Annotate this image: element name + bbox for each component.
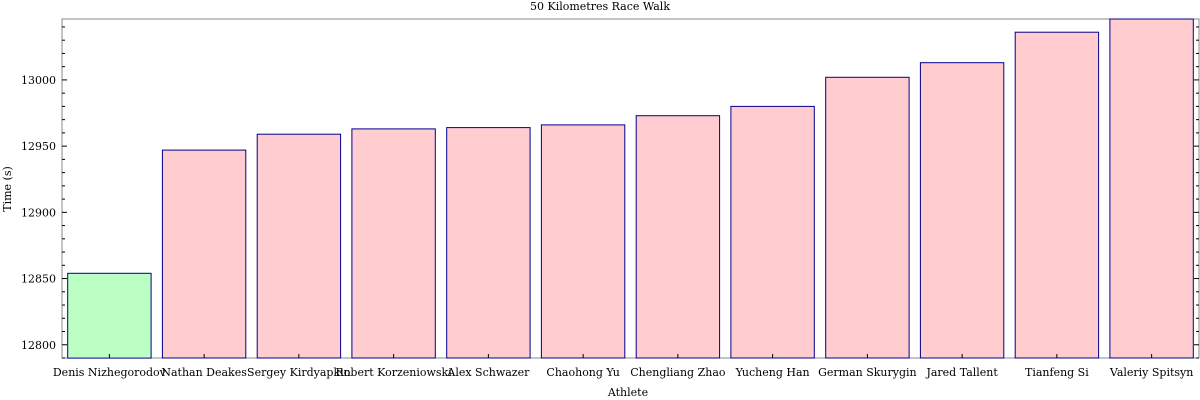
y-axis-title: Time (s) [1,166,14,212]
x-tick-label: Yucheng Han [735,366,810,379]
bar [67,272,152,359]
bar [1109,18,1194,359]
x-tick-label: Chaohong Yu [546,366,619,379]
chart-title: 50 Kilometres Race Walk [530,0,670,13]
y-tick-label: 12800 [21,339,56,352]
bar [1014,31,1100,359]
x-tick-label: Denis Nizhegorodov [53,366,167,379]
x-tick-label: Valeriy Spitsyn [1109,366,1193,379]
bar [825,76,910,359]
x-tick-label: Alex Schwazer [446,366,530,379]
bar [919,62,1005,359]
x-tick-label: Tianfeng Si [1025,366,1089,379]
x-tick-label: Chengliang Zhao [630,366,726,379]
bar [730,105,815,359]
x-tick-label: German Skurygin [818,366,917,379]
x-tick-label: Jared Tallent [925,366,998,379]
bar [446,127,531,359]
bar [635,115,721,359]
y-tick-label: 13000 [21,74,56,87]
plot-frame [61,18,1200,359]
y-tick-label: 12900 [21,206,56,219]
y-tick-label: 12850 [21,273,56,286]
x-tick-label: Sergey Kirdyapkin [247,366,351,379]
y-tick-label: 12950 [21,140,56,153]
bar [256,133,342,359]
bar [351,128,436,359]
x-axis-title: Athlete [607,386,648,399]
bar [540,124,626,359]
x-tick-label: Robert Korzeniowski [336,366,453,379]
bar [161,149,247,359]
x-tick-label: Nathan Deakes [161,366,247,379]
